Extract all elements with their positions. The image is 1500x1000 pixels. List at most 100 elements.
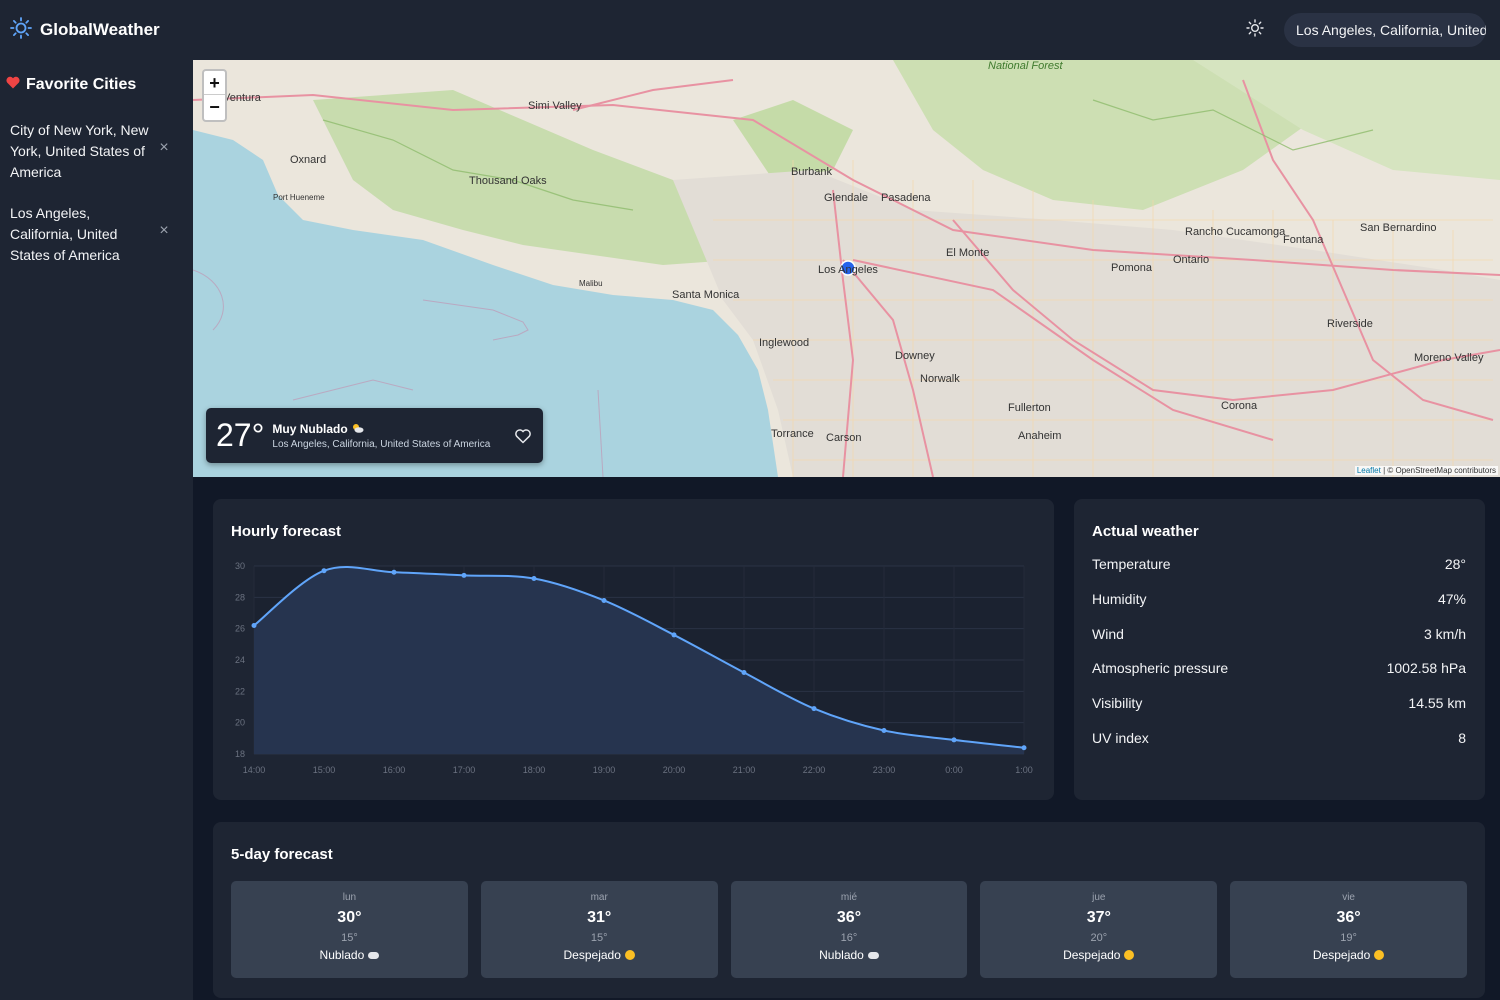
x-tick-label: 15:00 — [313, 765, 336, 775]
day-name: lun — [342, 892, 357, 903]
favorites-sidebar: Favorite Cities City of New York, New Yo… — [0, 60, 193, 1000]
zoom-out-button[interactable]: − — [209, 97, 220, 117]
actual-weather-card: Actual weather Temperature 28° Humidity … — [1074, 499, 1485, 800]
favorite-city-item[interactable]: Los Angeles, California, United States o… — [0, 203, 193, 266]
svg-text:San Bernardino: San Bernardino — [1360, 222, 1436, 234]
day-min-temp: 20° — [1090, 932, 1108, 944]
current-weather-popup: 27° Muy Nublado Los Angeles, California,… — [206, 408, 543, 463]
close-icon[interactable]: × — [159, 139, 169, 156]
day-min-temp: 16° — [840, 932, 858, 944]
y-tick-label: 24 — [235, 655, 245, 665]
stat-label: Atmospheric pressure — [1092, 660, 1229, 677]
day-condition: Despejado — [1063, 948, 1121, 962]
svg-text:Ontario: Ontario — [1173, 254, 1209, 266]
y-tick-label: 30 — [235, 561, 245, 571]
x-tick-label: 16:00 — [383, 765, 406, 775]
sun-icon — [1246, 18, 1264, 42]
svg-text:Pasadena: Pasadena — [881, 192, 931, 204]
location-search-input[interactable]: Los Angeles, California, United States o… — [1284, 13, 1486, 47]
five-day-forecast-card: 5-day forecast lun 30° 15° Nublado mar 3… — [213, 822, 1485, 998]
svg-text:Anaheim: Anaheim — [1018, 430, 1061, 442]
x-tick-label: 1:00 — [1015, 765, 1033, 775]
stat-value: 47% — [1437, 590, 1466, 607]
svg-text:Riverside: Riverside — [1327, 318, 1373, 330]
svg-text:Carson: Carson — [826, 432, 861, 444]
forecast-day[interactable]: mié 36° 16° Nublado — [730, 881, 968, 978]
map-labels: Ventura Oxnard Port Hueneme Simi Valley … — [223, 60, 1484, 444]
y-tick-label: 26 — [235, 624, 245, 634]
heart-outline-icon[interactable] — [513, 426, 533, 446]
sun-icon — [624, 950, 635, 960]
x-tick-label: 19:00 — [593, 765, 616, 775]
x-tick-label: 23:00 — [873, 765, 896, 775]
svg-text:Simi Valley: Simi Valley — [528, 100, 582, 112]
y-tick-label: 18 — [235, 749, 245, 759]
x-tick-label: 21:00 — [733, 765, 756, 775]
svg-text:Corona: Corona — [1221, 400, 1258, 412]
chart-data-point — [251, 623, 257, 629]
favorite-city-item[interactable]: City of New York, New York, United State… — [0, 120, 193, 183]
day-max-temp: 31° — [587, 909, 612, 926]
forecast-day[interactable]: jue 37° 20° Despejado — [980, 881, 1218, 978]
chart-data-point — [321, 568, 327, 574]
day-name: jue — [1092, 892, 1106, 903]
svg-text:Pomona: Pomona — [1111, 262, 1153, 274]
favorite-city-label: City of New York, New York, United State… — [10, 122, 149, 180]
forecast-day[interactable]: mar 31° 15° Despejado — [480, 881, 718, 978]
stat-value: 14.55 km — [1408, 695, 1466, 712]
chart-data-point — [741, 670, 747, 676]
x-tick-label: 0:00 — [945, 765, 963, 775]
svg-text:El Monte: El Monte — [946, 247, 989, 259]
svg-text:Norwalk: Norwalk — [920, 373, 960, 385]
location-label: Los Angeles, California, United States o… — [272, 438, 491, 450]
day-name: mié — [840, 892, 858, 903]
forecast-day[interactable]: lun 30° 15° Nublado — [231, 881, 468, 978]
favorites-heading: Favorite Cities — [0, 76, 193, 94]
svg-text:Inglewood: Inglewood — [759, 337, 809, 349]
svg-text:National Forest: National Forest — [988, 60, 1064, 72]
map-view[interactable]: Ventura Oxnard Port Hueneme Simi Valley … — [193, 60, 1500, 477]
svg-text:Los Angeles: Los Angeles — [818, 264, 878, 276]
current-temperature: 27° — [216, 417, 265, 453]
cloud-icon — [368, 951, 380, 959]
map-tiles[interactable] — [193, 60, 1500, 477]
stat-row-pressure: Atmospheric pressure 1002.58 hPa — [1092, 658, 1466, 693]
x-tick-label: 17:00 — [453, 765, 476, 775]
chart-data-point — [881, 728, 887, 733]
stat-label: Temperature — [1092, 556, 1171, 572]
chart-data-point — [531, 576, 537, 582]
leaflet-link[interactable]: Leaflet — [1356, 466, 1381, 475]
y-tick-label: 20 — [235, 718, 245, 728]
chart-area-fill — [254, 566, 1024, 754]
partly-cloudy-icon — [352, 422, 364, 436]
condition-label: Muy Nublado — [272, 421, 348, 436]
stat-row-temperature: Temperature 28° — [1092, 554, 1466, 589]
zoom-in-button[interactable]: + — [204, 71, 225, 95]
forecast-day[interactable]: vie 36° 19° Despejado — [1230, 881, 1467, 978]
app-header: GlobalWeather Los Angeles, California, U… — [0, 0, 1500, 60]
stat-label: UV index — [1092, 729, 1149, 746]
close-icon[interactable]: × — [159, 222, 169, 239]
day-max-temp: 37° — [1086, 909, 1111, 926]
sun-icon — [1124, 950, 1135, 960]
chart-data-point — [811, 706, 817, 712]
sun-icon — [10, 16, 32, 44]
stat-label: Visibility — [1092, 695, 1143, 712]
svg-text:Rancho Cucamonga: Rancho Cucamonga — [1185, 226, 1286, 238]
svg-text:Fontana: Fontana — [1283, 234, 1324, 246]
day-min-temp: 19° — [1340, 932, 1357, 944]
hourly-forecast-card: 18 20 22 24 26 28 30 14:00 15:00 16:00 17:00 18:00 1… — [213, 499, 1054, 800]
map-attribution: Leaflet | © OpenStreetMap contributors — [1354, 466, 1498, 475]
day-condition: Nublado — [319, 948, 365, 962]
x-tick-label: 18:00 — [523, 765, 546, 775]
chart-data-point — [391, 569, 397, 575]
svg-text:Oxnard: Oxnard — [290, 154, 326, 166]
brand[interactable]: GlobalWeather — [10, 16, 160, 44]
svg-text:Fullerton: Fullerton — [1008, 402, 1051, 414]
y-tick-label: 28 — [235, 592, 245, 602]
theme-toggle-button[interactable] — [1244, 18, 1266, 42]
chart-data-point — [1021, 745, 1027, 751]
favorite-city-label: Los Angeles, California, United States o… — [10, 205, 120, 263]
favorites-title: Favorite Cities — [26, 76, 137, 93]
svg-text:Glendale: Glendale — [824, 192, 868, 204]
